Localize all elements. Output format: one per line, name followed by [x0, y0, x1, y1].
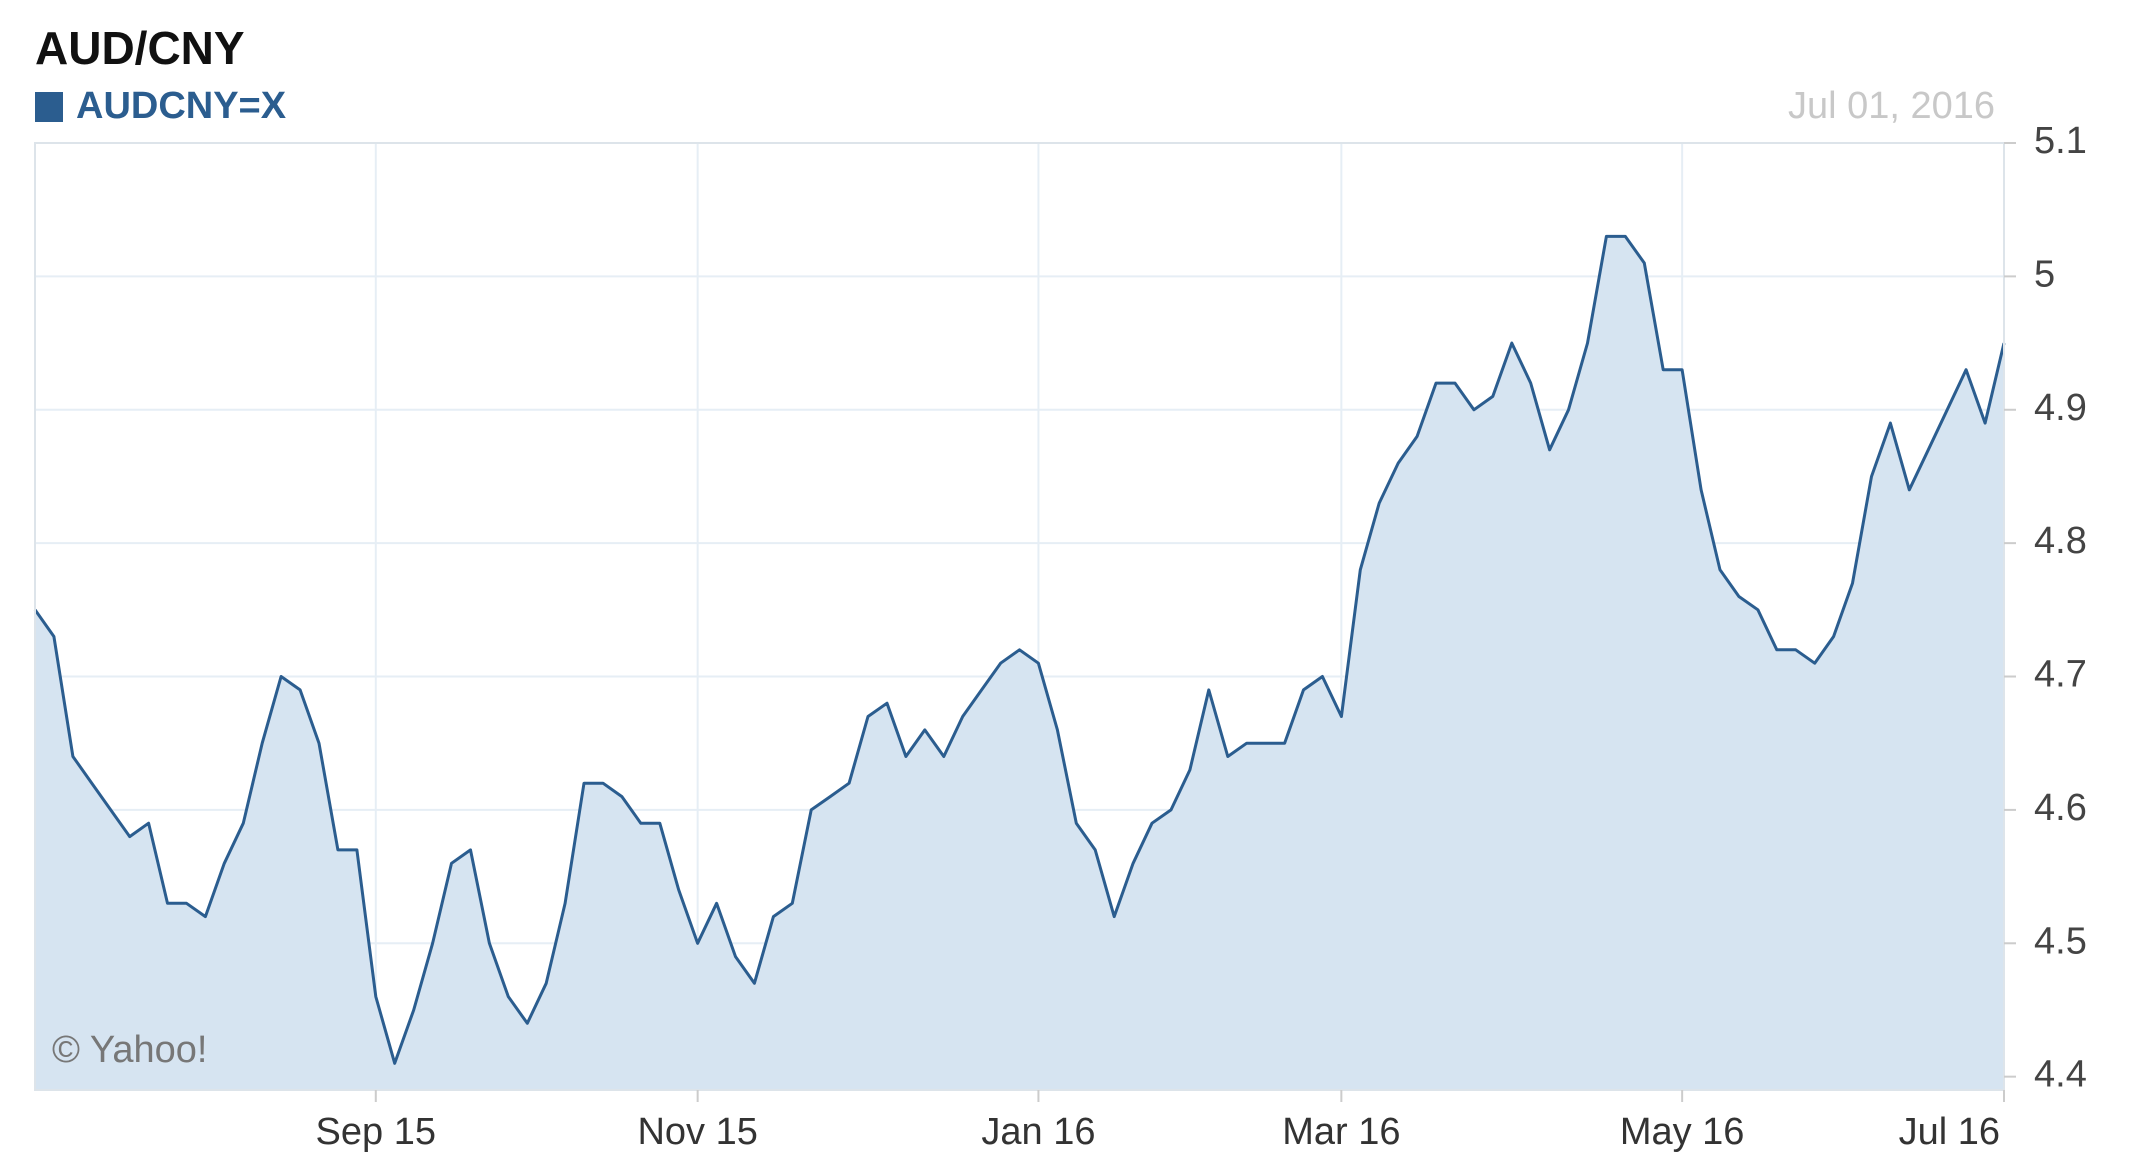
x-tick-label: Nov 15 [637, 1111, 757, 1153]
plot-frame [34, 142, 2005, 1091]
x-tick-label: Sep 15 [316, 1111, 436, 1153]
y-tick-label: 4.8 [2034, 520, 2087, 562]
legend-swatch [35, 92, 63, 122]
x-tick-label: Jan 16 [981, 1111, 1095, 1153]
chart-title: AUD/CNY [35, 22, 245, 74]
x-tick-label: May 16 [1620, 1111, 1745, 1153]
y-tick-label: 4.6 [2034, 787, 2087, 829]
legend-label: AUDCNY=X [76, 85, 287, 127]
date-label: Jul 01, 2016 [1788, 85, 1995, 127]
y-tick-label: 5.1 [2034, 120, 2087, 162]
y-tick-label: 4.4 [2034, 1054, 2087, 1096]
x-tick-label: Mar 16 [1282, 1111, 1400, 1153]
x-tick-label: Jul 16 [1899, 1111, 2000, 1153]
y-tick-label: 4.5 [2034, 920, 2087, 962]
area [35, 236, 2004, 1090]
y-tick-label: 5 [2034, 253, 2055, 295]
plot [33, 234, 2006, 1090]
line [33, 234, 2006, 1065]
y-tick-label: 4.7 [2034, 654, 2087, 696]
credit: © Yahoo! [52, 1029, 208, 1071]
y-tick-label: 4.9 [2034, 387, 2087, 429]
